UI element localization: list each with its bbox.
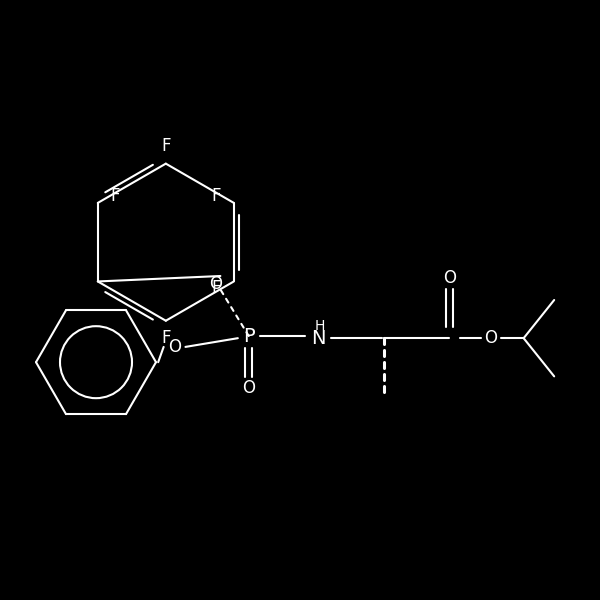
Text: F: F [161, 329, 170, 347]
Text: O: O [168, 338, 181, 356]
Text: F: F [161, 137, 170, 155]
Text: F: F [212, 187, 221, 205]
Text: O: O [242, 379, 255, 397]
Text: F: F [110, 187, 120, 205]
Text: O: O [443, 269, 456, 287]
Text: P: P [243, 326, 254, 346]
Text: F: F [212, 279, 221, 297]
Text: O: O [209, 275, 223, 293]
Text: H: H [314, 319, 325, 333]
Text: O: O [484, 329, 497, 347]
Text: N: N [311, 329, 326, 347]
